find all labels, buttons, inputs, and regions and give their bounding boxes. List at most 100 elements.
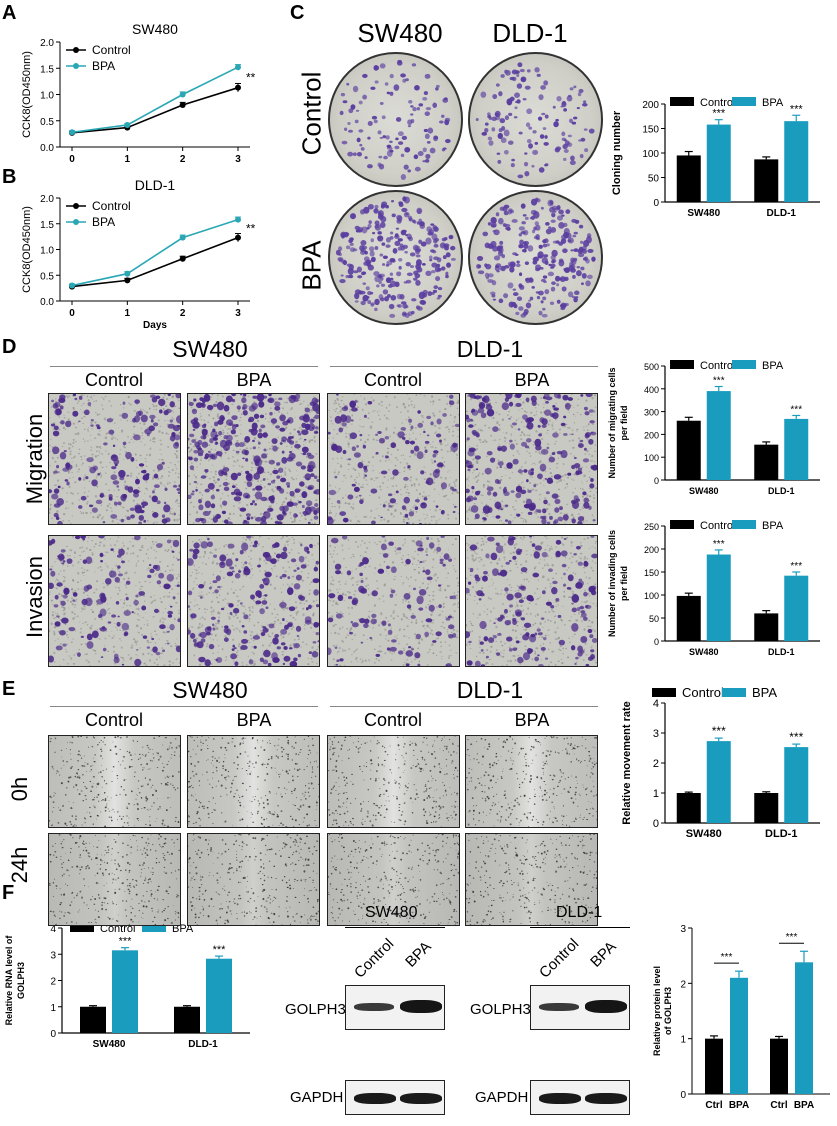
cell-mark xyxy=(288,468,290,471)
cell-mark xyxy=(82,622,84,625)
cell-mark xyxy=(548,504,551,506)
cell-mark xyxy=(113,489,116,491)
cell-mark xyxy=(484,424,487,427)
cell-mark xyxy=(349,432,358,440)
x-tick-label: 0 xyxy=(69,154,75,165)
cell-mark xyxy=(582,102,588,107)
cell-mark xyxy=(86,457,94,463)
cell-mark xyxy=(221,429,225,432)
cell-mark xyxy=(533,462,536,464)
cell-mark xyxy=(350,419,354,422)
cell-mark xyxy=(516,513,521,517)
cell-mark xyxy=(117,523,120,524)
cell-mark xyxy=(391,213,396,218)
cell-mark xyxy=(177,618,180,623)
cell-mark xyxy=(394,464,397,467)
cell-mark xyxy=(504,506,506,508)
cell-mark xyxy=(133,492,139,498)
cell-mark xyxy=(370,426,373,428)
cell-mark xyxy=(505,432,508,434)
image-texture xyxy=(49,394,180,524)
cell-mark xyxy=(173,481,176,483)
y-tick-label: 1 xyxy=(680,1035,686,1046)
cell-mark xyxy=(153,488,156,491)
cell-mark xyxy=(112,436,115,439)
cell-mark xyxy=(528,452,531,455)
cell-mark xyxy=(276,462,281,466)
cell-mark xyxy=(197,449,204,455)
cell-mark xyxy=(201,441,209,448)
cell-mark xyxy=(357,275,363,279)
cell-mark xyxy=(401,207,408,213)
cell-mark xyxy=(556,96,562,102)
cell-mark xyxy=(389,91,394,96)
c-header-sw480: SW480 xyxy=(357,18,443,48)
legend-label: Control xyxy=(92,43,131,57)
cell-mark xyxy=(406,272,413,277)
cell-mark xyxy=(383,502,386,504)
y-axis-label: Number of invading cells xyxy=(607,530,617,637)
cell-mark xyxy=(67,636,69,639)
y-tick-label: 0 xyxy=(653,198,659,209)
cell-mark xyxy=(94,455,98,458)
cell-mark xyxy=(402,402,405,406)
cell-mark xyxy=(251,461,254,464)
cell-mark xyxy=(437,519,439,521)
cell-mark xyxy=(400,455,403,457)
cell-mark xyxy=(136,476,138,478)
cell-mark xyxy=(141,470,145,474)
cell-mark xyxy=(495,402,498,404)
cell-mark xyxy=(109,461,111,464)
cell-mark xyxy=(65,507,67,510)
cell-mark xyxy=(158,458,161,461)
cell-mark xyxy=(517,469,524,474)
cell-mark xyxy=(559,432,561,434)
cell-mark xyxy=(380,488,382,491)
cell-mark xyxy=(299,403,302,405)
cell-mark xyxy=(195,402,203,409)
cell-mark xyxy=(570,155,575,161)
cell-mark xyxy=(256,480,260,483)
cell-mark xyxy=(418,492,422,496)
cell-mark xyxy=(589,420,595,424)
cell-mark xyxy=(86,594,89,597)
legend-swatch xyxy=(732,360,756,369)
cell-mark xyxy=(267,482,272,486)
cell-mark xyxy=(536,483,539,486)
cell-mark xyxy=(356,406,360,408)
cell-mark xyxy=(72,410,79,417)
legend-swatch xyxy=(70,923,94,932)
cell-mark xyxy=(478,401,486,409)
cell-mark xyxy=(106,418,114,423)
cell-mark xyxy=(440,266,446,271)
cell-mark xyxy=(334,475,338,479)
cell-mark xyxy=(71,492,74,495)
cell-mark xyxy=(172,485,178,488)
cell-mark xyxy=(135,654,137,656)
cell-mark xyxy=(313,522,316,524)
cell-mark xyxy=(411,298,417,302)
cell-mark xyxy=(140,627,143,630)
cell-mark xyxy=(562,394,569,401)
cell-mark xyxy=(533,226,537,231)
cell-mark xyxy=(124,480,127,483)
cell-mark xyxy=(396,448,399,452)
data-point xyxy=(69,282,75,289)
cell-mark xyxy=(413,445,420,452)
cell-mark xyxy=(189,513,191,516)
cell-mark xyxy=(446,395,449,398)
cell-mark xyxy=(534,141,539,145)
y-tick-label: 200 xyxy=(642,100,659,111)
cell-mark xyxy=(141,432,144,434)
cell-mark xyxy=(492,426,499,433)
cell-mark xyxy=(300,402,303,405)
cell-mark xyxy=(176,558,180,561)
cell-mark xyxy=(164,549,167,552)
cell-mark xyxy=(409,455,411,458)
cell-mark xyxy=(362,425,365,428)
cell-mark xyxy=(551,281,556,286)
cell-mark xyxy=(577,516,585,522)
cell-mark xyxy=(105,577,112,585)
cell-mark xyxy=(375,451,379,455)
